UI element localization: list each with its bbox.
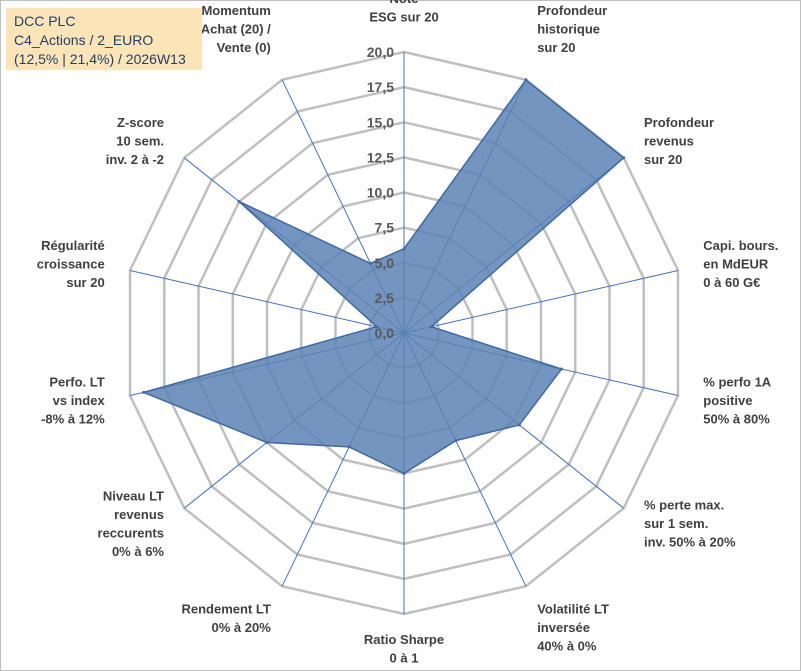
axis-label: Profondeur historique sur 20 — [537, 3, 607, 55]
tick-label: 20,0 — [367, 44, 394, 60]
axis-label: % perte max. sur 1 sem. inv. 50% à 20% — [644, 498, 736, 550]
axis-label: Rendement LT 0% à 20% — [181, 602, 271, 636]
tick-label: 7,5 — [375, 220, 395, 236]
data-point — [237, 200, 241, 204]
axis-label: % perfo 1A positive 50% à 80% — [703, 375, 772, 427]
tick-label: 17,5 — [367, 79, 394, 95]
tick-label-layer: 0,0 2,5 5,0 7,5 10,0 12,5 15,0 17,5 20,0 — [367, 44, 394, 341]
series-area — [141, 78, 625, 475]
data-point — [524, 78, 528, 82]
tick-label: 0,0 — [375, 325, 395, 341]
axis-label: Ratio Sharpe 0 à 1 — [364, 632, 444, 666]
data-point — [347, 445, 351, 449]
data-point — [429, 325, 433, 329]
title-box: DCC PLC C4_Actions / 2_EURO (12,5% | 21,… — [6, 8, 202, 70]
tick-label: 12,5 — [367, 149, 394, 165]
axis-label: Capi. bours. en MdEUR 0 à 60 G€ — [703, 238, 778, 290]
axis-label: Z-score 10 sem. inv. 2 à -2 — [106, 115, 164, 167]
series-layer — [141, 78, 626, 475]
axis-label: Momentum Achat (20) / Vente (0) — [201, 3, 271, 55]
tick-label: 15,0 — [367, 114, 394, 130]
data-point — [560, 367, 563, 371]
axis-label: NoteESG sur 20 — [369, 0, 438, 25]
axis-spoke — [403, 270, 679, 334]
tick-label: 5,0 — [375, 255, 395, 271]
axis-label: Perfo. LT vs index -8% à 12% — [41, 375, 105, 427]
data-point — [517, 423, 521, 427]
data-point — [402, 472, 406, 475]
data-point — [265, 441, 269, 444]
data-point — [375, 325, 379, 329]
axis-spoke — [129, 270, 405, 334]
axis-label: Régularité croissance sur 20 — [37, 238, 105, 290]
axis-label: Niveau LT revenus reccurents 0% à 6% — [98, 488, 165, 559]
title-category: C4_Actions / 2_EURO — [14, 32, 154, 48]
tick-label: 2,5 — [375, 290, 395, 306]
axis-label: Profondeur revenus sur 20 — [644, 115, 714, 167]
title-stats: (12,5% | 21,4%) / 2026W13 — [14, 51, 186, 67]
tick-label: 10,0 — [367, 185, 394, 201]
data-point — [402, 247, 406, 251]
data-point — [622, 156, 626, 160]
axis-label: Volatilité LT inversée 40% à 0% — [537, 602, 609, 654]
data-point — [454, 439, 458, 443]
data-point — [142, 390, 146, 394]
title-company: DCC PLC — [14, 13, 76, 29]
data-point — [369, 261, 372, 265]
